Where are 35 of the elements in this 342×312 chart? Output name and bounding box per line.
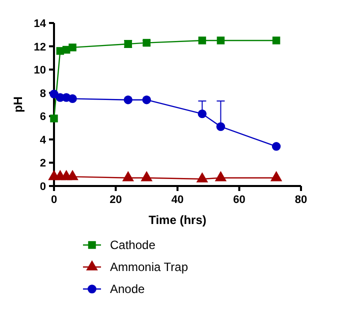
point: [68, 94, 77, 104]
point: [140, 171, 153, 182]
y-tick-label: 8: [40, 88, 46, 100]
y-tick-label: 4: [40, 134, 47, 146]
point: [198, 36, 206, 44]
point: [124, 95, 132, 104]
point: [216, 36, 225, 44]
point: [68, 44, 76, 52]
point: [66, 170, 78, 180]
point: [272, 142, 281, 151]
legend-label: Ammonia Trap: [110, 260, 188, 274]
x-tick-label: 80: [294, 194, 308, 206]
point: [122, 171, 134, 182]
x-tick-label: 20: [110, 194, 122, 206]
y-axis-title: pH: [11, 96, 25, 112]
point: [216, 122, 226, 131]
y-tick-label: 6: [40, 111, 46, 124]
x-tick-label: 0: [50, 194, 58, 206]
x-axis-title: Time (hrs): [148, 213, 206, 227]
y-tick-label: 10: [34, 64, 46, 77]
x-tick-label: 40: [171, 194, 184, 206]
point: [50, 114, 58, 122]
x-tick-label: 60: [233, 194, 246, 206]
point: [272, 36, 280, 44]
y-tick-label: 12: [34, 41, 46, 54]
point: [214, 171, 227, 182]
legend-label: Cathode: [110, 238, 156, 252]
point: [198, 109, 207, 118]
point: [142, 95, 151, 104]
y-tick-label: 14: [34, 18, 47, 30]
y-tick-label: 2: [40, 158, 46, 170]
point: [270, 171, 282, 182]
legend-label: Anode: [110, 282, 146, 296]
point: [196, 172, 208, 182]
y-tick-label: 0: [40, 181, 46, 193]
